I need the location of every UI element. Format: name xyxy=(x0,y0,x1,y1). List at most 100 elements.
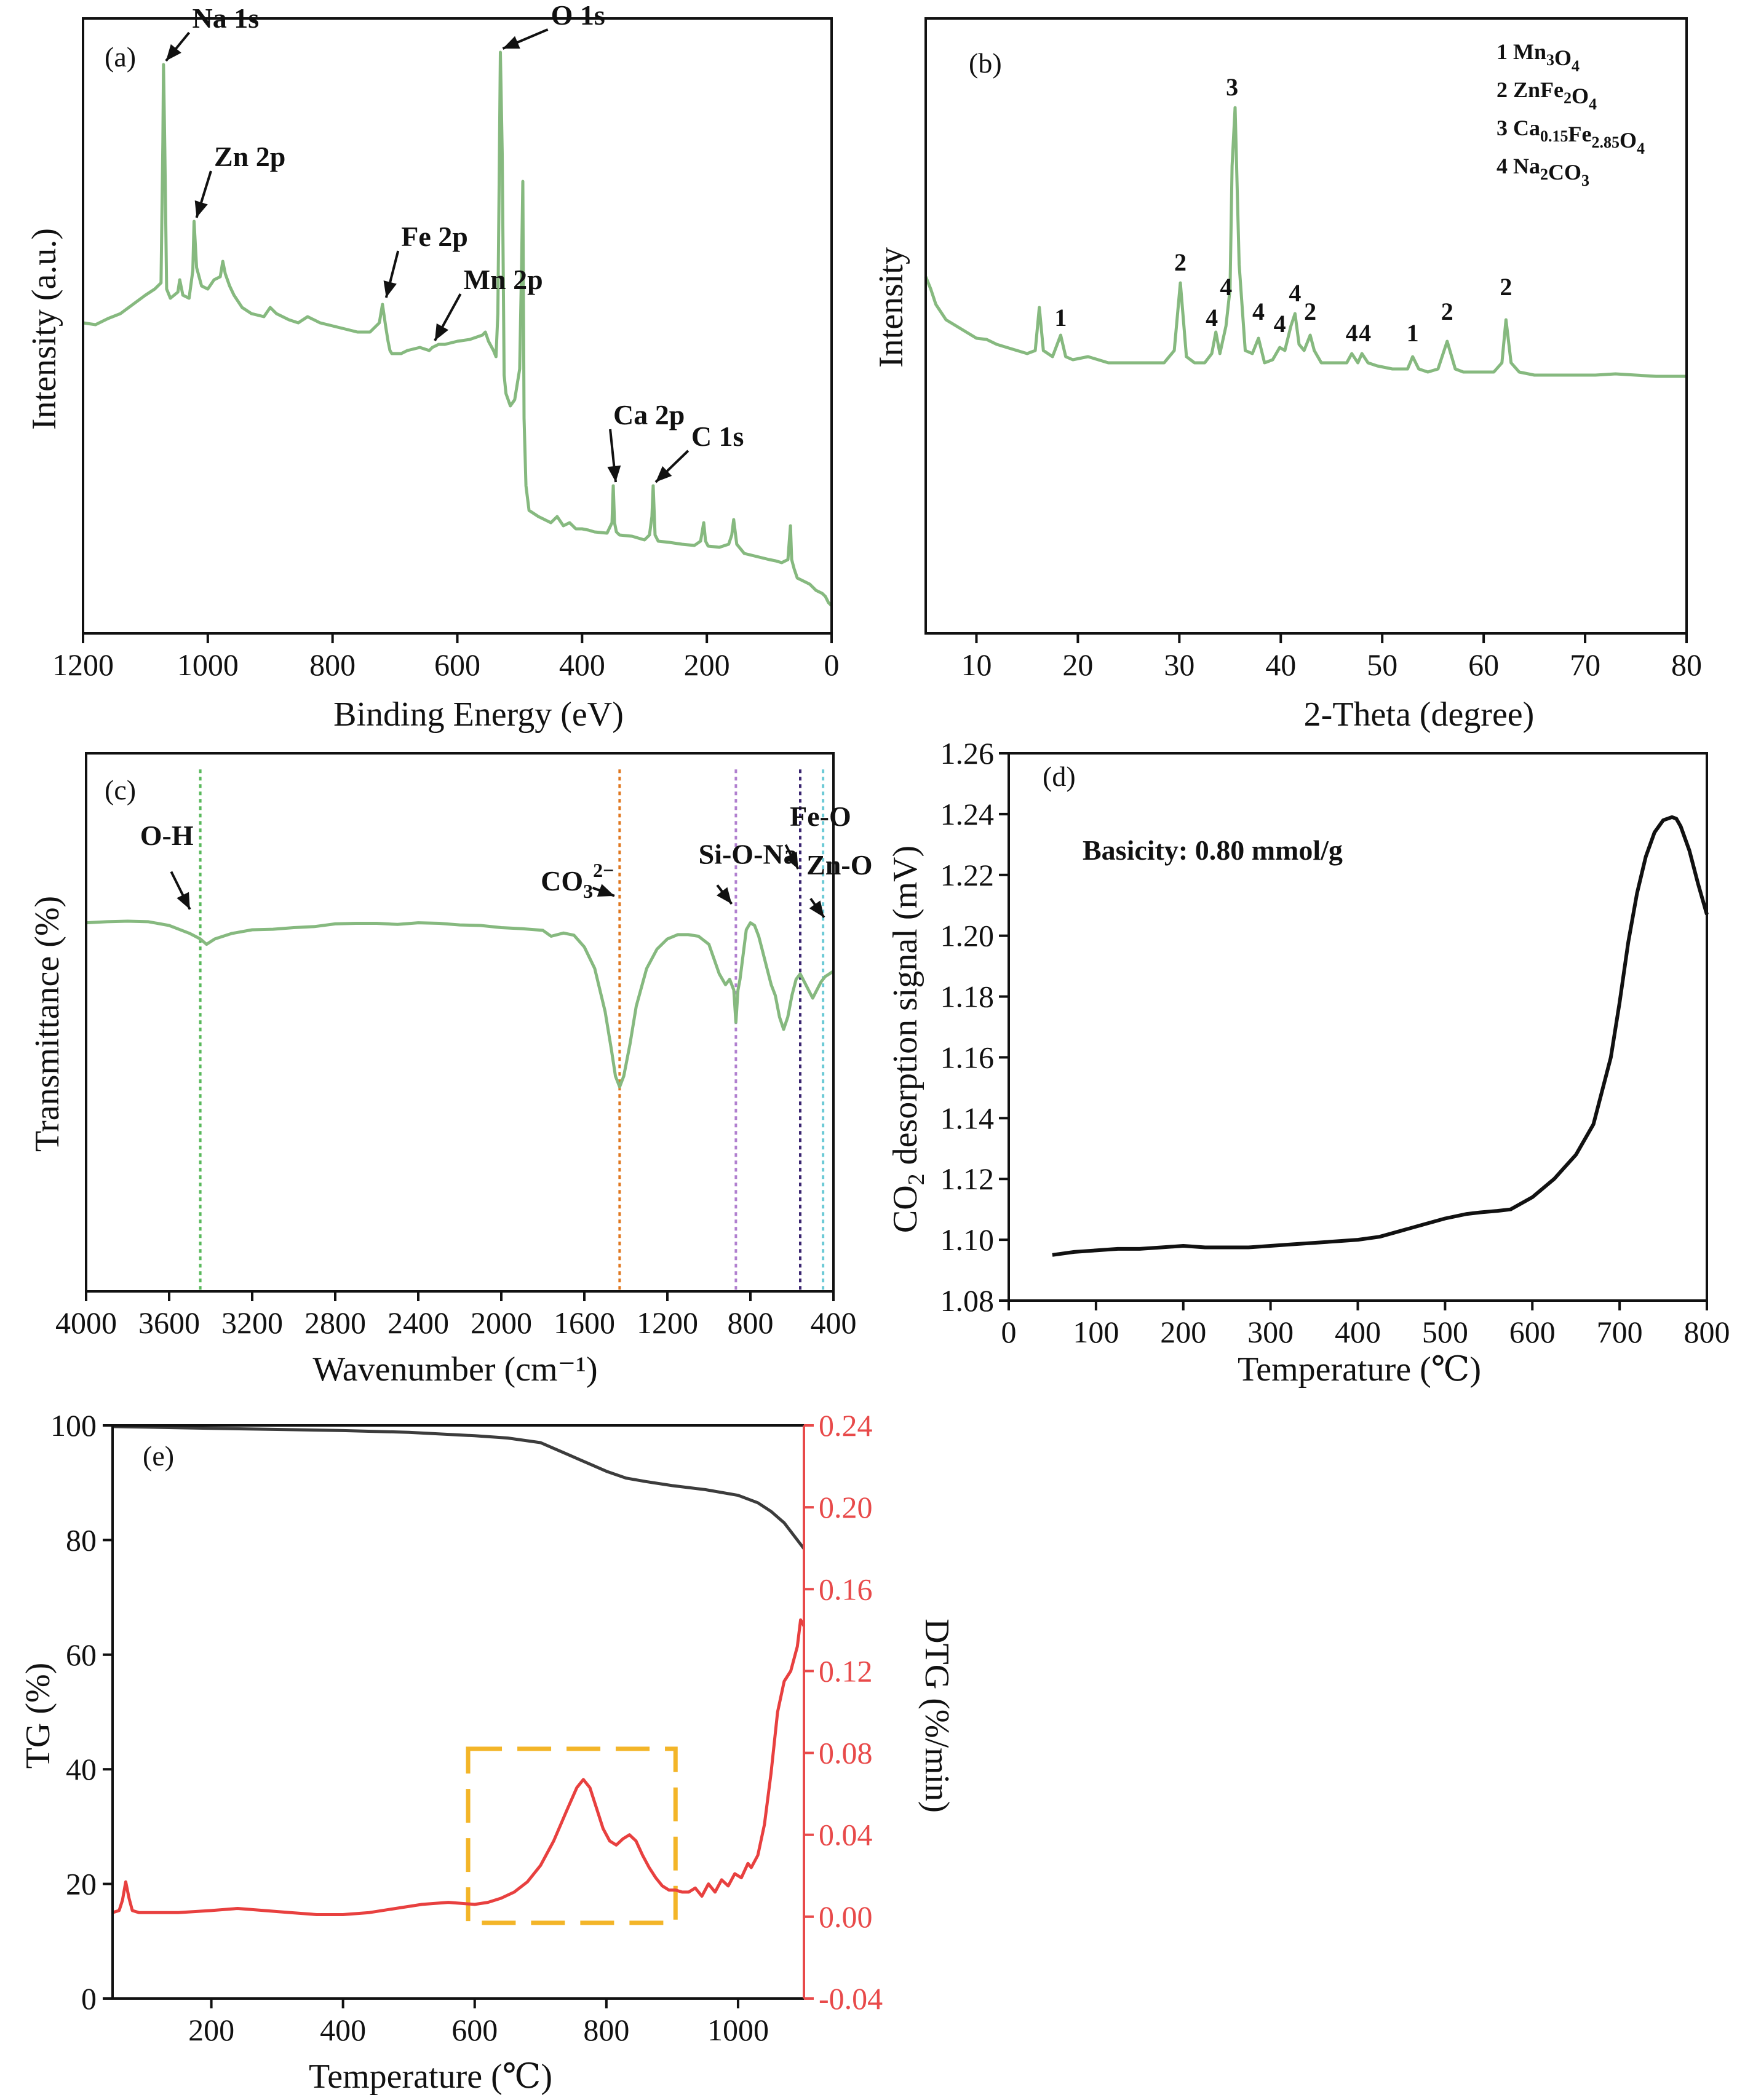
xps-annotation-arrow xyxy=(194,170,212,218)
xps-x-tick-label: 1000 xyxy=(177,648,239,682)
xrd-legend-entry: 2 ZnFe2O4 xyxy=(1497,77,1597,113)
tga-x-tick-label: 400 xyxy=(320,2013,366,2047)
tpd-y-tick-label: 1.12 xyxy=(940,1162,995,1196)
tga-right-y-axis-title: DTG (%/min) xyxy=(918,1619,956,1813)
xrd-x-tick-label: 10 xyxy=(961,648,992,682)
xps-annotation-label: Zn 2p xyxy=(214,141,285,172)
tga-x-axis-title: Temperature (℃) xyxy=(309,2058,552,2096)
ftir-plot-layer: 4000 3600 3200 2800 2400 2000 1600 1200 800 400 O-… xyxy=(55,752,873,1340)
xrd-peak-label: 4 xyxy=(1252,298,1265,325)
tpd-y-title-sub: 2 xyxy=(904,1173,929,1185)
ftir-x-tick-label: 1600 xyxy=(554,1306,615,1340)
tpd-y-tick-label: 1.24 xyxy=(940,797,995,831)
tga-left-y-tick-label: 60 xyxy=(66,1638,97,1672)
tpd-plot-layer: 0 100 200 300 400 500 600 700 800 1.08 1.10 1.12 1.1… xyxy=(940,736,1730,1349)
xps-annotation-arrow-head xyxy=(655,466,672,482)
panel-e-tga: 200 400 600 800 1000 0 20 40 60 80 100 -0.04 0.00 0.0… xyxy=(19,1408,956,2096)
tga-x-tick-label: 1000 xyxy=(707,2013,769,2047)
ftir-series-line xyxy=(85,919,835,1088)
xps-x-tick-label: 0 xyxy=(824,648,840,682)
tpd-x-tick-label: 800 xyxy=(1684,1315,1730,1349)
tpd-x-tick-label: 700 xyxy=(1597,1315,1643,1349)
xrd-x-tick-label: 30 xyxy=(1164,648,1194,682)
tga-left-y-tick-label: 80 xyxy=(66,1523,97,1557)
xrd-x-tick-label: 40 xyxy=(1265,648,1296,682)
panel-d-co2-tpd: 0 100 200 300 400 500 600 700 800 1.08 1.10 1.12 1.1… xyxy=(886,736,1730,1389)
panel-d-label: (d) xyxy=(1043,761,1076,792)
xrd-peak-label: 4 xyxy=(1220,273,1232,301)
tga-right-y-tick-label: 0.08 xyxy=(819,1736,873,1770)
xrd-peak-label: 2 xyxy=(1174,248,1187,276)
xrd-peak-label: 4 xyxy=(1359,319,1371,347)
tpd-x-tick-label: 400 xyxy=(1335,1315,1381,1349)
xrd-peak-label: 1 xyxy=(1054,304,1067,331)
tga-x-tick-label: 600 xyxy=(451,2013,498,2047)
xrd-legend-entry: 3 Ca0.15Fe2.85O4 xyxy=(1497,116,1645,157)
ftir-x-tick-label: 2800 xyxy=(304,1306,366,1340)
ftir-band-arrow xyxy=(809,898,825,919)
ftir-x-tick-label: 4000 xyxy=(55,1306,117,1340)
tpd-y-tick-label: 1.08 xyxy=(940,1283,995,1318)
tpd-y-tick-label: 1.20 xyxy=(940,919,995,953)
ftir-band-arrow-head xyxy=(177,892,190,909)
ftir-band-label: O-H xyxy=(140,820,194,851)
xps-annotation-label: Fe 2p xyxy=(401,221,468,252)
ftir-x-tick-label: 400 xyxy=(811,1306,857,1340)
ftir-x-tick-label: 3600 xyxy=(138,1306,200,1340)
ftir-band-arrow-head xyxy=(597,884,614,897)
xps-annotation-label: C 1s xyxy=(691,421,744,452)
ftir-band-label: Zn-O xyxy=(806,849,872,881)
xrd-peak-label: 4 xyxy=(1206,304,1218,331)
xps-annotation-label: Ca 2p xyxy=(613,399,685,430)
ftir-band-arrow xyxy=(784,844,800,870)
ftir-band-arrow xyxy=(716,884,733,905)
xrd-legend-entry: 1 Mn3O4 xyxy=(1497,39,1580,75)
tpd-y-tick-label: 1.16 xyxy=(940,1040,995,1074)
panel-c-ftir: 4000 3600 3200 2800 2400 2000 1600 1200 800 400 O-… xyxy=(28,752,873,1389)
xrd-x-axis-title: 2-Theta (degree) xyxy=(1304,695,1535,734)
ftir-x-axis-title: Wavenumber (cm⁻¹) xyxy=(312,1350,597,1389)
tpd-y-tick-label: 1.26 xyxy=(940,736,995,771)
xps-annotation-arrow xyxy=(654,450,690,483)
ftir-y-axis-title: Transmittance (%) xyxy=(28,896,66,1152)
xrd-peak-label: 4 xyxy=(1274,310,1286,338)
tga-left-y-axis-title: TG (%) xyxy=(19,1663,57,1769)
tpd-y-tick-label: 1.22 xyxy=(940,858,995,892)
xrd-peak-label: 2 xyxy=(1441,298,1453,325)
tpd-series-line xyxy=(1052,815,1709,1257)
xps-annotation-arrow-head xyxy=(434,323,449,341)
tga-right-y-tick-label: 0.24 xyxy=(819,1408,873,1443)
xps-annotation-arrow-head xyxy=(165,44,181,61)
tga-right-y-tick-label: 0.16 xyxy=(819,1572,873,1606)
xps-x-tick-label: 200 xyxy=(684,648,730,682)
xps-annotation-arrow xyxy=(165,31,191,62)
tga-dtg-series-line xyxy=(112,1618,806,1916)
ftir-band-label: Fe-O xyxy=(790,801,851,832)
ftir-x-tick-label: 2400 xyxy=(388,1306,449,1340)
xps-annotation-arrow-head xyxy=(383,280,397,298)
ftir-x-tick-label: 1200 xyxy=(637,1306,698,1340)
ftir-band-label: CO32− xyxy=(541,859,614,902)
tpd-x-tick-label: 0 xyxy=(1001,1315,1017,1349)
tpd-y-tick-label: 1.10 xyxy=(940,1222,995,1257)
xrd-peak-label: 2 xyxy=(1304,298,1316,325)
tga-plot-layer: 200 400 600 800 1000 0 20 40 60 80 100 -0.04 0.00 0.0… xyxy=(50,1408,883,2047)
ftir-band-arrow-head xyxy=(784,851,798,870)
tga-right-y-tick-label: 0.04 xyxy=(819,1818,873,1852)
ftir-band-arrow-head xyxy=(717,887,732,904)
ftir-band-arrow xyxy=(592,884,615,897)
ftir-x-tick-label: 3200 xyxy=(221,1306,283,1340)
tga-highlight-box xyxy=(466,1746,678,1925)
panel-e-label: (e) xyxy=(143,1440,174,1472)
tpd-y-axis-title: CO2 desorption signal (mV) xyxy=(886,846,929,1233)
xps-annotation-arrow xyxy=(502,28,549,50)
xrd-y-axis-title: Intensity xyxy=(872,247,910,368)
panel-a-label: (a) xyxy=(105,41,136,73)
ftir-band-label: Si-O-Na xyxy=(699,838,798,870)
xrd-series-line xyxy=(924,106,1687,378)
xps-annotation-label: O 1s xyxy=(551,0,605,31)
tga-right-y-tick-label: 0.00 xyxy=(819,1900,873,1934)
